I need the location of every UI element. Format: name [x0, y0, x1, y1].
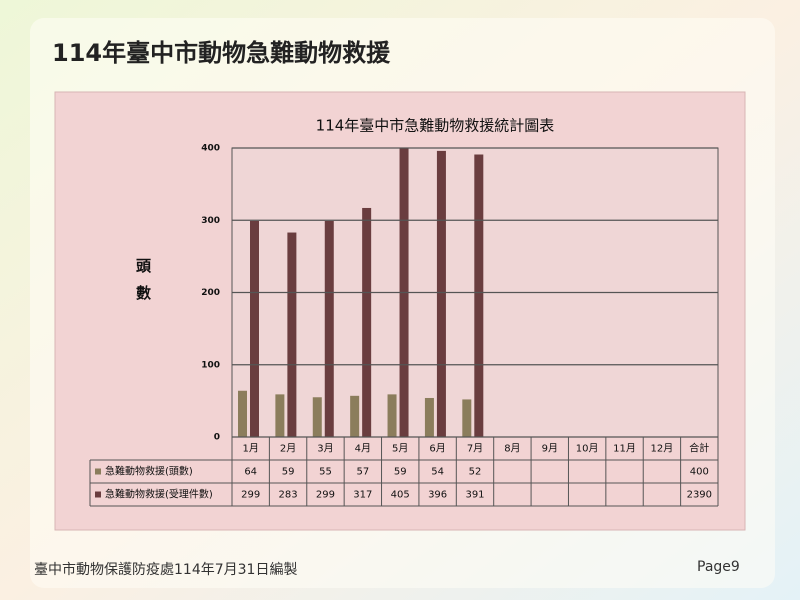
page-label: Page9 — [697, 559, 740, 575]
table-cell: 405 — [391, 490, 410, 501]
x-tick-label: 7月 — [467, 443, 483, 455]
bar — [350, 395, 360, 437]
legend-label: 急難動物救援(頭數) — [105, 465, 193, 478]
table-cell: 57 — [356, 467, 369, 478]
x-tick-label: 5月 — [392, 443, 408, 455]
x-tick-label: 3月 — [317, 443, 333, 455]
table-cell: 64 — [244, 467, 257, 478]
table-cell: 283 — [279, 490, 298, 501]
x-tick-label: 1月 — [243, 443, 259, 455]
bars — [238, 148, 484, 437]
slide-title: 114年臺中市動物急難動物救援 — [52, 39, 391, 67]
chart-title: 114年臺中市急難動物救援統計圖表 — [316, 117, 555, 135]
table-cell: 54 — [431, 467, 444, 478]
bar — [324, 220, 334, 437]
y-tick-label: 100 — [201, 360, 220, 370]
table-cell: 317 — [353, 490, 372, 501]
footer: 臺中市動物保護防疫處114年7月31日編製 — [34, 561, 297, 578]
x-tick-label: 合計 — [689, 442, 709, 455]
legend-swatch — [95, 468, 101, 475]
table-cell: 59 — [394, 467, 407, 478]
bar — [387, 394, 397, 437]
table-cell: 59 — [282, 467, 295, 478]
table-cell: 55 — [319, 467, 332, 478]
bar — [312, 397, 322, 437]
bar — [250, 220, 259, 437]
x-tick-label: 9月 — [542, 443, 558, 455]
legend-label: 急難動物救援(受理件數) — [105, 488, 213, 501]
bar — [424, 397, 434, 437]
x-tick-label: 11月 — [613, 443, 636, 455]
table-cell: 299 — [241, 490, 260, 501]
y-axis-label: 頭數 — [134, 258, 152, 312]
bar — [287, 232, 297, 437]
y-tick-label: 200 — [201, 288, 220, 298]
bar — [474, 154, 484, 437]
bar — [238, 390, 247, 437]
y-tick-label: 300 — [201, 216, 220, 226]
x-tick-label: 4月 — [355, 443, 371, 455]
bar — [362, 207, 372, 437]
y-tick-label: 400 — [201, 144, 220, 154]
x-tick-label: 2月 — [280, 443, 296, 455]
bar — [399, 148, 409, 437]
x-tick-label: 8月 — [504, 443, 520, 455]
x-tick-label: 12月 — [651, 443, 674, 455]
legend-swatch — [95, 491, 101, 498]
bar — [275, 394, 285, 437]
x-tick-label: 6月 — [429, 443, 445, 455]
bar — [436, 150, 446, 437]
y-tick-label: 0 — [214, 433, 220, 443]
table-cell: 396 — [428, 490, 447, 501]
bar — [462, 399, 472, 437]
x-tick-label: 10月 — [576, 443, 599, 455]
table-cell: 391 — [465, 490, 484, 501]
table-cell: 299 — [316, 490, 335, 501]
table-cell: 52 — [469, 467, 482, 478]
table-cell: 400 — [690, 467, 709, 478]
table-cell: 2390 — [687, 490, 712, 501]
